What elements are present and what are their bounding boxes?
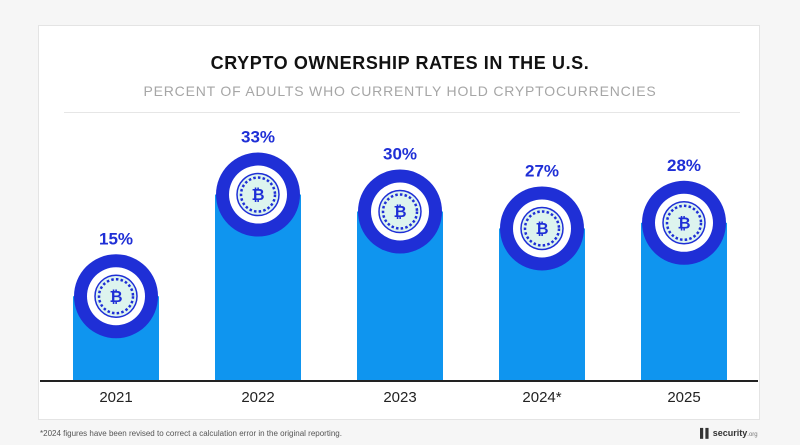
- x-tick-label: 2025: [667, 389, 700, 406]
- coin-face: [378, 189, 422, 234]
- coin-face: [520, 206, 564, 251]
- bitcoin-coin-icon: ₿: [216, 152, 300, 237]
- footnote: *2024 figures have been revised to corre…: [40, 429, 342, 438]
- x-tick-label: 2024*: [522, 389, 561, 406]
- coin-edge-ticks: [381, 193, 419, 230]
- coin-edge-ticks: [239, 176, 277, 213]
- value-label: 33%: [241, 128, 275, 147]
- value-label: 15%: [99, 229, 133, 248]
- coin-face: [662, 201, 706, 245]
- bitcoin-symbol: ₿: [251, 185, 264, 204]
- bitcoin-coin-icon: ₿: [642, 180, 726, 265]
- x-tick-label: 2023: [383, 389, 416, 406]
- coin-edge-ticks: [523, 210, 561, 247]
- coin-face: [94, 274, 138, 318]
- bitcoin-coin-icon: ₿: [74, 254, 158, 339]
- bitcoin-coin-icon: ₿: [358, 169, 442, 254]
- security-logo-icon: ▌▌: [700, 428, 712, 438]
- title-divider: [64, 112, 740, 113]
- coin-face: [236, 172, 280, 217]
- value-label: 30%: [383, 145, 417, 164]
- chart-title: CRYPTO OWNERSHIP RATES IN THE U.S.: [210, 53, 590, 73]
- chart-subtitle: PERCENT OF ADULTS WHO CURRENTLY HOLD CRY…: [143, 83, 657, 99]
- value-label: 28%: [667, 156, 701, 175]
- bitcoin-symbol: ₿: [535, 219, 548, 238]
- bitcoin-symbol: ₿: [677, 213, 690, 232]
- x-tick-label: 2021: [99, 389, 132, 406]
- coin-edge-ticks: [665, 204, 703, 242]
- brand-tld: .org: [747, 432, 758, 438]
- bitcoin-coin-icon: ₿: [500, 186, 584, 271]
- bitcoin-symbol: ₿: [393, 202, 406, 221]
- value-label: 27%: [525, 161, 559, 180]
- brand-name: security: [712, 428, 748, 438]
- bitcoin-symbol: ₿: [109, 287, 122, 306]
- brand-logo: ▌▌ security.org: [700, 428, 758, 438]
- x-tick-label: 2022: [241, 389, 274, 406]
- coin-edge-ticks: [97, 278, 135, 315]
